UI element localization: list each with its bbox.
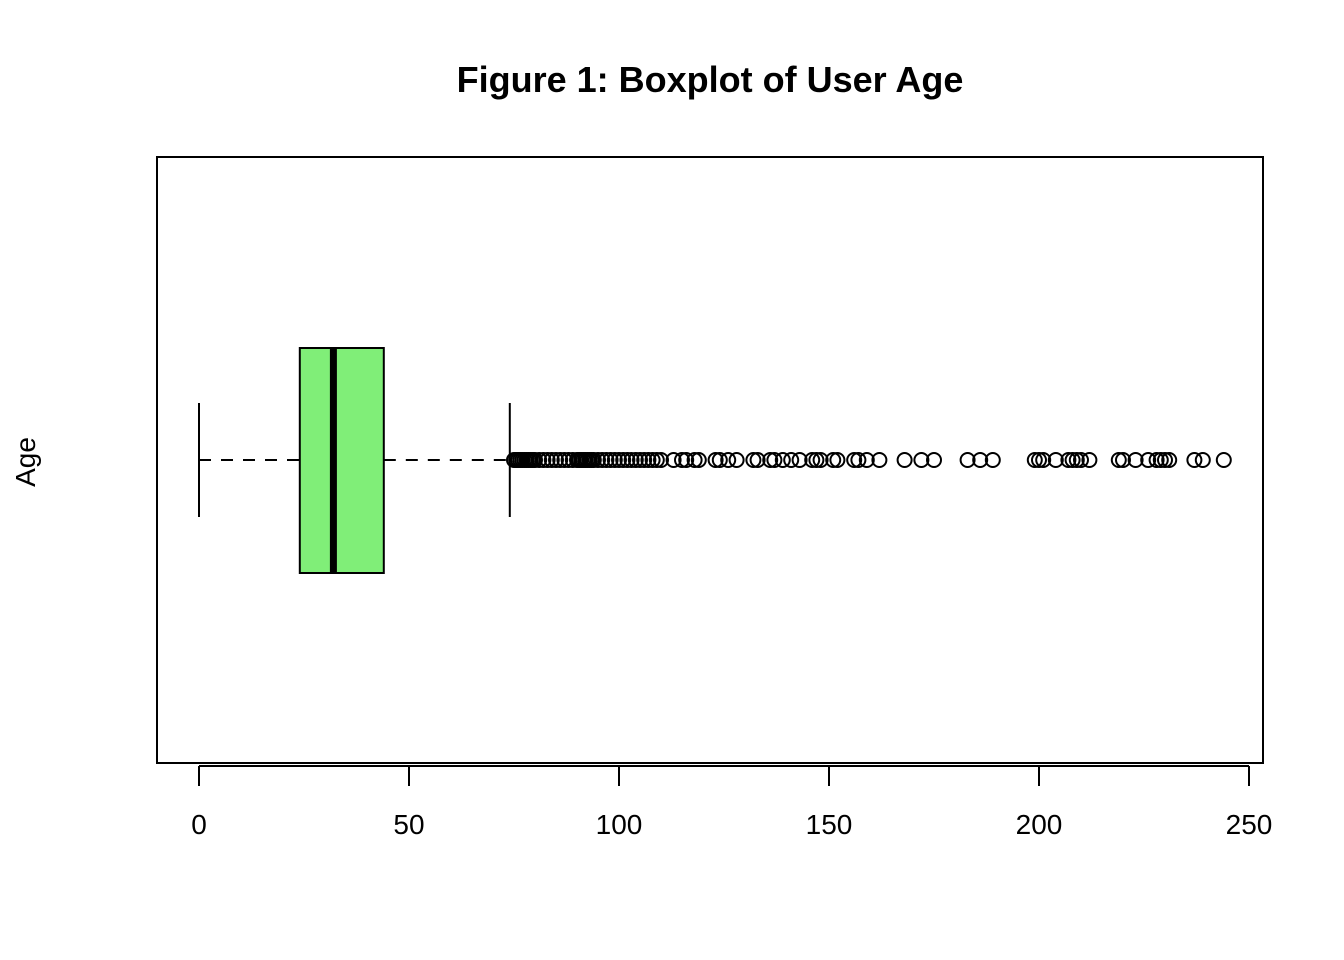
- outlier-point: [1047, 452, 1064, 468]
- outlier-point: [1161, 452, 1178, 468]
- outlier-point: [1194, 452, 1211, 468]
- outlier-point: [1031, 452, 1047, 468]
- outlier-point: [1148, 452, 1165, 468]
- x-tick-label: 200: [1016, 809, 1063, 840]
- outlier-point: [749, 452, 766, 468]
- outlier-point: [984, 452, 1001, 468]
- outlier-point: [590, 452, 606, 468]
- outlier-point: [678, 452, 695, 468]
- outlier-point: [720, 452, 737, 468]
- outlier-point: [627, 452, 644, 468]
- chart-title: Figure 1: Boxplot of User Age: [457, 59, 964, 100]
- outlier-point: [858, 452, 875, 468]
- x-tick-label: 250: [1226, 809, 1273, 840]
- outlier-point: [636, 452, 653, 468]
- outlier-point: [728, 452, 745, 468]
- outlier-point: [1060, 452, 1077, 468]
- outlier-point: [1064, 452, 1081, 468]
- outlier-point: [1073, 452, 1089, 468]
- outlier-point: [632, 452, 648, 468]
- outlier-point: [1110, 452, 1127, 468]
- outlier-point: [711, 452, 728, 468]
- x-tick-label: 150: [806, 809, 853, 840]
- outlier-point: [539, 452, 556, 468]
- outlier-point: [598, 452, 615, 468]
- outlier-point: [812, 452, 829, 468]
- outlier-point: [1035, 452, 1052, 468]
- outlier-point: [896, 452, 913, 468]
- outlier-point: [644, 452, 661, 468]
- outlier-point: [825, 452, 842, 468]
- outlier-point: [804, 452, 821, 468]
- outlier-point: [619, 452, 636, 468]
- x-tick-label: 50: [393, 809, 424, 840]
- outlier-point: [531, 452, 548, 468]
- outlier-point: [653, 452, 669, 468]
- outlier-point: [690, 452, 707, 468]
- outlier-point: [535, 452, 552, 468]
- iqr-box: [298, 347, 385, 574]
- outlier-point: [623, 452, 640, 468]
- outlier-point: [846, 452, 863, 468]
- outlier-point: [774, 452, 791, 468]
- x-axis: 0 50 100 150 200 250: [191, 765, 1273, 840]
- x-tick-label: 0: [191, 809, 207, 840]
- outlier-point: [1215, 452, 1232, 468]
- outlier-point: [762, 452, 779, 468]
- outlier-point: [1127, 452, 1144, 468]
- outlier-point: [1157, 452, 1173, 468]
- outlier-point: [972, 452, 989, 468]
- plot-layer: [198, 347, 1232, 574]
- outlier-point: [1068, 452, 1085, 468]
- outlier-point: [594, 452, 611, 468]
- outlier-point: [585, 452, 602, 468]
- outlier-point: [791, 452, 808, 468]
- outlier-point: [829, 452, 846, 468]
- outlier-point: [527, 452, 543, 468]
- outlier-point: [850, 452, 867, 468]
- outlier-point: [1026, 452, 1043, 468]
- outlier-point: [674, 452, 690, 468]
- outlier-point: [1115, 452, 1131, 468]
- outlier-point: [926, 452, 942, 468]
- outlier-point: [602, 452, 619, 468]
- outlier-point: [766, 452, 783, 468]
- outlier-point: [665, 452, 682, 468]
- outlier-point: [611, 452, 627, 468]
- outlier-point: [871, 452, 888, 468]
- outlier-point: [1152, 452, 1169, 468]
- outlier-point: [913, 452, 930, 468]
- outlier-point: [686, 452, 703, 468]
- outlier-point: [615, 452, 632, 468]
- outlier-point: [808, 452, 825, 468]
- outlier-point: [640, 452, 657, 468]
- plot-frame: [156, 156, 1264, 764]
- outlier-point: [1081, 452, 1098, 468]
- outlier-point: [745, 452, 762, 468]
- outlier-point: [606, 452, 623, 468]
- outlier-point: [648, 452, 665, 468]
- outlier-point: [707, 452, 724, 468]
- y-axis-label: Age: [10, 437, 41, 487]
- outlier-point: [1140, 452, 1157, 468]
- outlier-point: [959, 452, 976, 468]
- outlier-point: [1186, 452, 1203, 468]
- outlier-point: [548, 452, 564, 468]
- outlier-point: [543, 452, 560, 468]
- outlier-point: [783, 452, 800, 468]
- x-tick-label: 100: [596, 809, 643, 840]
- outlier-point: [552, 452, 569, 468]
